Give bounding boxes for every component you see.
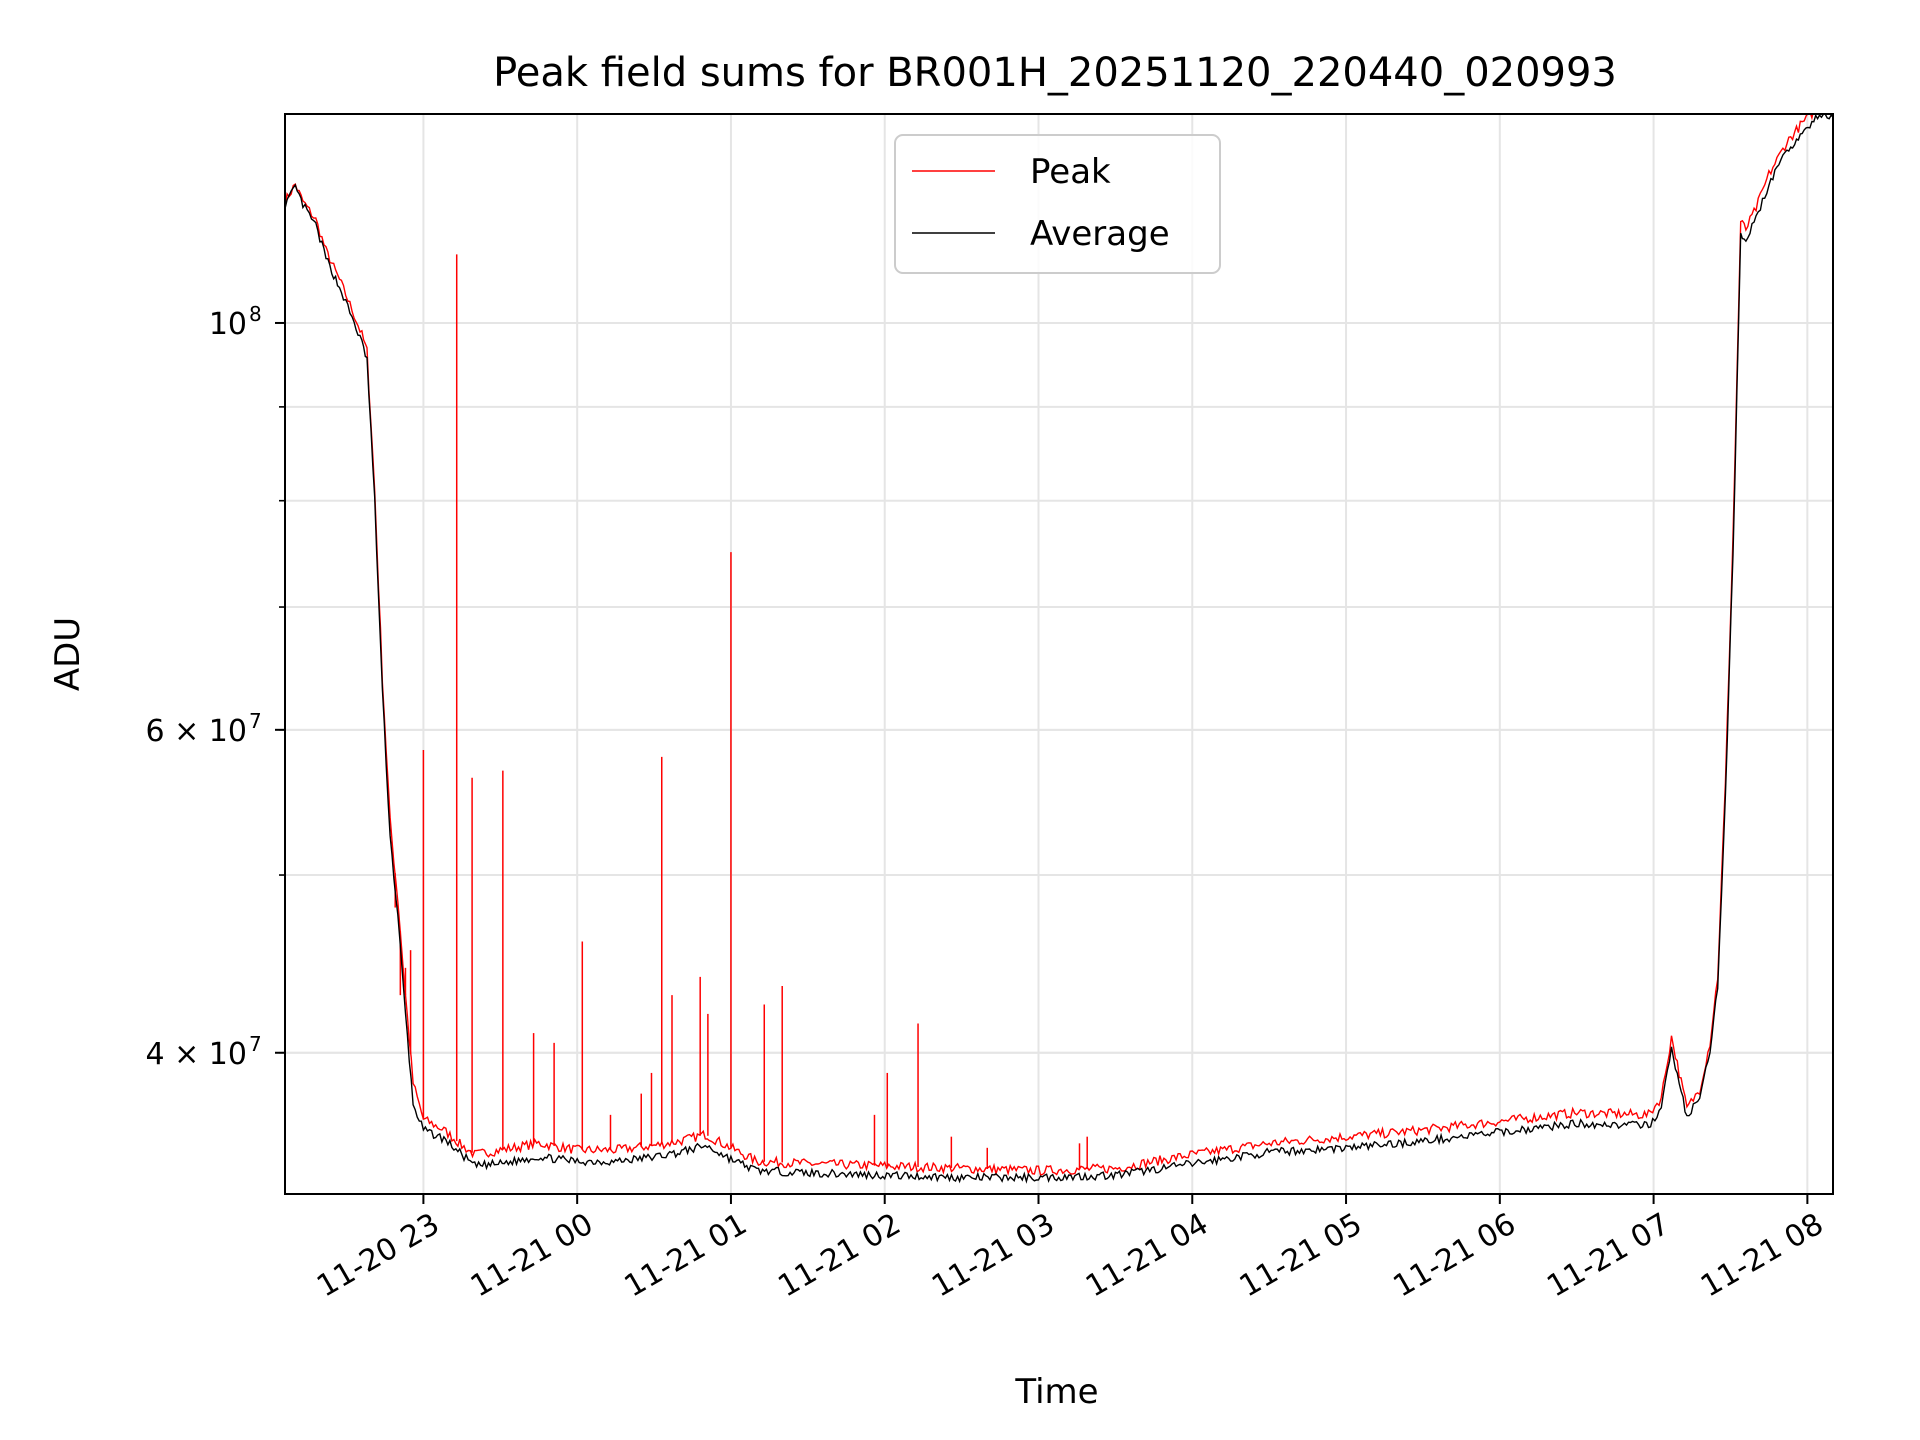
legend-box [894,134,1221,274]
legend-label-average: Average [1030,214,1170,254]
chart-title: Peak field sums for BR001H_20251120_2204… [493,50,1617,96]
series-layer [285,114,1833,1184]
legend: Peak Average [894,134,1221,274]
y-tick-label-1: 6 × 10 [146,714,247,749]
y-axis-label: ADU [48,617,88,691]
legend-label-peak: Peak [1030,152,1111,192]
y-tick-label-0: 10 [209,307,247,342]
series-line-average [285,114,1833,1184]
y-tick-exponent-2: 7 [249,1032,262,1056]
series-line-peak [285,114,1824,1177]
grid [285,114,1833,1194]
y-tick-exponent-1: 7 [249,709,262,733]
y-tick-exponent-0: 8 [249,302,262,326]
plot-area [285,114,1833,1194]
plot-frame [284,113,1834,1195]
y-tick-label-2: 4 × 10 [146,1037,247,1072]
x-axis-label: Time [1014,1372,1098,1412]
